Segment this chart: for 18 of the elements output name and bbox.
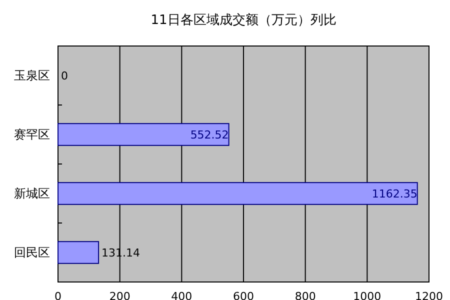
y-tick-label: 赛罕区 [14,128,50,142]
x-tick-label: 800 [294,290,316,300]
bar [58,241,100,264]
x-tick-label: 200 [109,290,130,300]
chart-title: 11日各区域成交额（万元）列比 [150,12,336,28]
data-label: 0 [61,70,68,82]
data-label: 552.52 [190,128,229,142]
y-tick-label: 玉泉区 [14,68,50,82]
x-tick-label: 0 [54,290,62,300]
data-label: 1162.35 [372,188,418,200]
y-tick-label: 回民区 [14,246,50,260]
bar [58,182,418,205]
y-tick-label: 新城区 [14,186,50,200]
x-tick-label: 1200 [415,290,443,300]
bar [58,123,230,146]
x-tick-label: 1000 [353,290,382,300]
x-tick-label: 400 [171,290,192,300]
x-tick-label: 600 [233,290,254,300]
